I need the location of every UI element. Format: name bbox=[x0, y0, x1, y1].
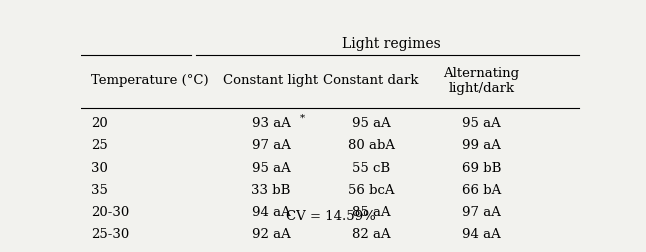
Text: Alternating
light/dark: Alternating light/dark bbox=[443, 67, 519, 95]
Text: Light regimes: Light regimes bbox=[342, 37, 441, 51]
Text: 69 bB: 69 bB bbox=[462, 162, 501, 174]
Text: 94 aA: 94 aA bbox=[252, 206, 290, 219]
Text: 35: 35 bbox=[90, 184, 108, 197]
Text: 25: 25 bbox=[90, 139, 107, 152]
Text: 56 bcA: 56 bcA bbox=[348, 184, 394, 197]
Text: 80 abA: 80 abA bbox=[348, 139, 395, 152]
Text: 95 aA: 95 aA bbox=[462, 117, 501, 130]
Text: 94 aA: 94 aA bbox=[462, 229, 501, 241]
Text: Constant dark: Constant dark bbox=[324, 74, 419, 87]
Text: 99 aA: 99 aA bbox=[462, 139, 501, 152]
Text: 66 bA: 66 bA bbox=[462, 184, 501, 197]
Text: *: * bbox=[300, 114, 305, 123]
Text: 82 aA: 82 aA bbox=[352, 229, 390, 241]
Text: 97 aA: 97 aA bbox=[462, 206, 501, 219]
Text: 95 aA: 95 aA bbox=[252, 162, 290, 174]
Text: 20: 20 bbox=[90, 117, 107, 130]
Text: 85 aA: 85 aA bbox=[352, 206, 390, 219]
Text: 25-30: 25-30 bbox=[90, 229, 129, 241]
Text: Constant light: Constant light bbox=[224, 74, 318, 87]
Text: 93 aA: 93 aA bbox=[251, 117, 291, 130]
Text: 92 aA: 92 aA bbox=[252, 229, 290, 241]
Text: 20-30: 20-30 bbox=[90, 206, 129, 219]
Text: 55 cB: 55 cB bbox=[352, 162, 390, 174]
Text: 97 aA: 97 aA bbox=[251, 139, 291, 152]
Text: 33 bB: 33 bB bbox=[251, 184, 291, 197]
Text: CV = 14.59%: CV = 14.59% bbox=[286, 210, 376, 223]
Text: Temperature (°C): Temperature (°C) bbox=[90, 74, 209, 87]
Text: 30: 30 bbox=[90, 162, 108, 174]
Text: 95 aA: 95 aA bbox=[352, 117, 390, 130]
